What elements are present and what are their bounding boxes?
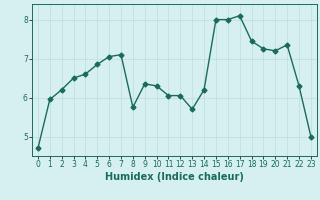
X-axis label: Humidex (Indice chaleur): Humidex (Indice chaleur) xyxy=(105,172,244,182)
